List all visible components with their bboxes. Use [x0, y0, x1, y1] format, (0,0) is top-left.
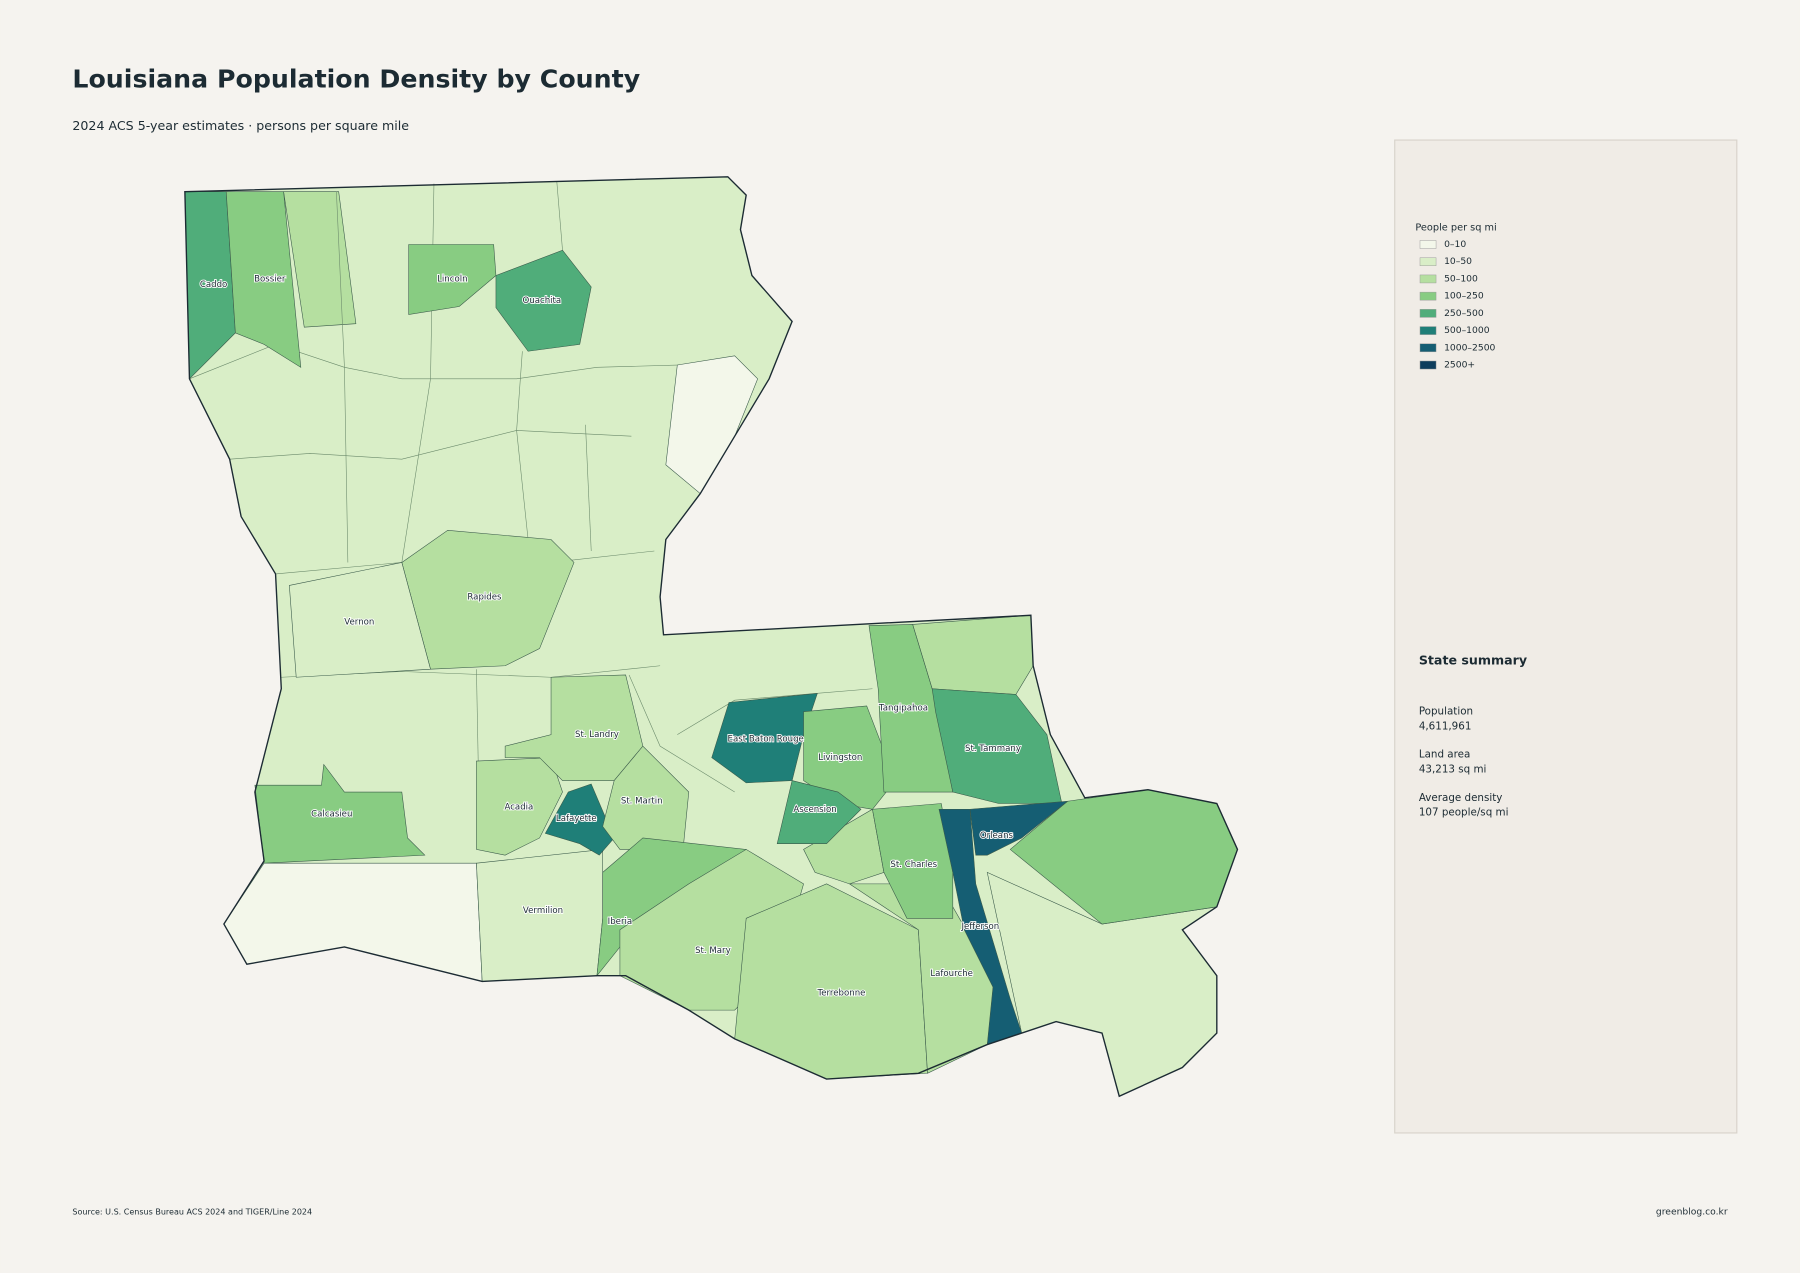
parish-shape [289, 562, 431, 678]
parish-shape [969, 800, 1069, 856]
parish-label: Ouachita [523, 296, 562, 306]
legend-label: 500–1000 [1444, 325, 1490, 336]
parish-shape [254, 763, 426, 864]
legend-label: 2500+ [1444, 360, 1475, 371]
parish-border [336, 191, 349, 563]
legend-swatch [1419, 274, 1437, 284]
parish-label: St. Mary [695, 946, 731, 956]
parish-shape [776, 780, 862, 844]
parish-layer [184, 176, 1239, 1098]
legend-title: People per sq mi [1415, 222, 1496, 233]
parish-label: Livingston [818, 753, 862, 763]
parish-border [628, 674, 735, 793]
parish-label: St. Charles [890, 860, 937, 870]
summary-value: 107 people/sq mi [1419, 807, 1509, 819]
legend-swatch [1419, 309, 1437, 318]
parish-label: Calcasieu [311, 809, 352, 819]
source: Source: U.S. Census Bureau ACS 2024 and … [72, 1208, 312, 1217]
parish-label: St. Landry [575, 730, 619, 740]
parish-border [516, 351, 529, 540]
parish-label: Caddo [200, 280, 227, 290]
parish-label: Jefferson [960, 922, 999, 932]
parish-label: Tangipahoa [878, 704, 928, 714]
parish-shape [401, 530, 575, 670]
parish-label: Bossier [254, 274, 286, 284]
legend-label: 0–10 [1444, 239, 1466, 250]
subtitle: 2024 ACS 5-year estimates · persons per … [72, 118, 409, 133]
parish-label: Acadia [504, 802, 533, 812]
summary-value: 43,213 sq mi [1419, 764, 1487, 776]
legend-label: 50–100 [1444, 273, 1478, 284]
parish-shape [803, 808, 885, 885]
summary-label: Average density [1419, 792, 1503, 804]
parish-label: Vernon [344, 618, 374, 628]
summary-label: Population [1419, 706, 1473, 718]
parish-label: Terrebonne [816, 988, 865, 998]
parish-shape [912, 614, 1034, 695]
parish-border [677, 688, 873, 735]
legend-swatch [1419, 240, 1437, 249]
parish-label: Orleans [980, 831, 1014, 841]
parish-label: Lafayette [556, 814, 597, 824]
legend-swatch [1419, 257, 1437, 266]
parish-shape [495, 249, 592, 352]
state-outline [184, 176, 1239, 1098]
legend-label: 1000–2500 [1444, 342, 1495, 353]
parish-shape [931, 688, 1063, 804]
legend-swatch [1419, 326, 1437, 335]
summary-title: State summary [1419, 653, 1527, 668]
parish-border [585, 424, 592, 551]
parish-label: Rapides [467, 592, 502, 602]
credit: greenblog.co.kr [1656, 1207, 1728, 1218]
parish-label: Vermilion [523, 906, 563, 916]
parish-label: Ascension [793, 805, 836, 815]
summary-label: Land area [1419, 749, 1471, 761]
parish-label: St. Tammany [965, 744, 1021, 754]
legend-swatch [1419, 360, 1437, 370]
parish-shape [872, 803, 954, 919]
parish-label: St. Martin [621, 797, 663, 807]
legend-label: 100–250 [1444, 291, 1484, 302]
parish-label: Lincoln [437, 274, 467, 284]
parish-border [556, 181, 563, 251]
legend-swatch [1419, 343, 1437, 353]
parish-shape [408, 244, 497, 315]
parish-border [229, 430, 632, 460]
parish-label: Iberia [608, 917, 632, 927]
summary-value: 4,611,961 [1419, 721, 1472, 733]
title: Louisiana Population Density by County [72, 64, 640, 93]
side-panel [1394, 139, 1738, 1134]
label-layer: Caddo Bossier Lincoln Ouachita Rapides Vernon… [199, 274, 1022, 1000]
parish-label: Lafourche [930, 969, 973, 979]
parish-label: East Baton Rouge [728, 735, 804, 745]
parish-shape [504, 674, 644, 781]
legend-label: 250–500 [1444, 308, 1484, 319]
legend-swatch [1419, 291, 1437, 301]
legend-label: 10–50 [1444, 256, 1472, 267]
parish-shape [225, 191, 302, 368]
